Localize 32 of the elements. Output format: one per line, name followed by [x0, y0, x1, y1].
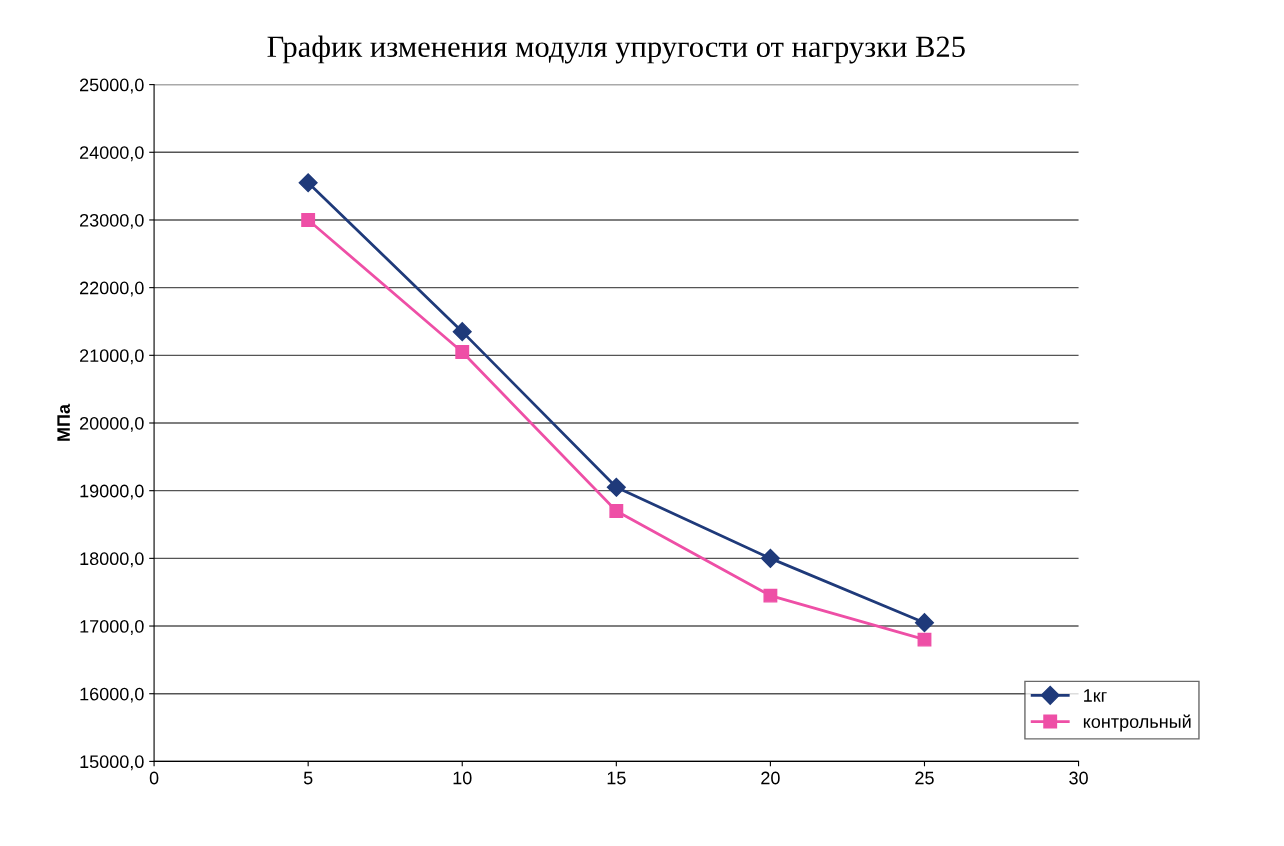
point — [914, 613, 935, 633]
x-tick-label: 5 — [303, 771, 313, 785]
point — [609, 504, 624, 518]
point — [606, 477, 626, 497]
point — [452, 322, 472, 342]
y-tick-label: 21000,0 — [80, 349, 144, 365]
y-tick-label: 23000,0 — [80, 213, 144, 229]
x-tick-label: 25 — [915, 771, 934, 785]
y-axis-title: МПа — [57, 403, 70, 441]
x-tick-label: 0 — [149, 771, 159, 785]
x-tick-label: 20 — [761, 771, 780, 785]
y-tick-label: 18000,0 — [80, 552, 144, 568]
point — [760, 548, 780, 568]
y-tick-label: 20000,0 — [80, 416, 144, 432]
point — [298, 173, 318, 193]
y-tick-label: 17000,0 — [80, 619, 144, 635]
legend-label: 1кг — [1084, 689, 1107, 702]
point — [301, 213, 316, 227]
point — [455, 344, 470, 359]
y-tick-label: 16000,0 — [80, 687, 144, 703]
y-tick-label: 25000,0 — [80, 78, 144, 94]
y-tick-label: 19000,0 — [80, 484, 144, 500]
x-tick-label: 15 — [607, 771, 626, 785]
x-tick-label: 30 — [1069, 771, 1088, 785]
chart-title: График изменения модуля упругости от нагрузки В25 — [267, 35, 965, 64]
legend-label: контрольный — [1083, 714, 1191, 732]
point — [763, 588, 778, 603]
y-tick-label: 22000,0 — [80, 281, 144, 297]
y-tick-label: 15000,0 — [80, 755, 144, 771]
y-tick-label: 24000,0 — [80, 146, 144, 162]
point — [917, 632, 932, 647]
x-tick-label: 10 — [453, 771, 472, 785]
